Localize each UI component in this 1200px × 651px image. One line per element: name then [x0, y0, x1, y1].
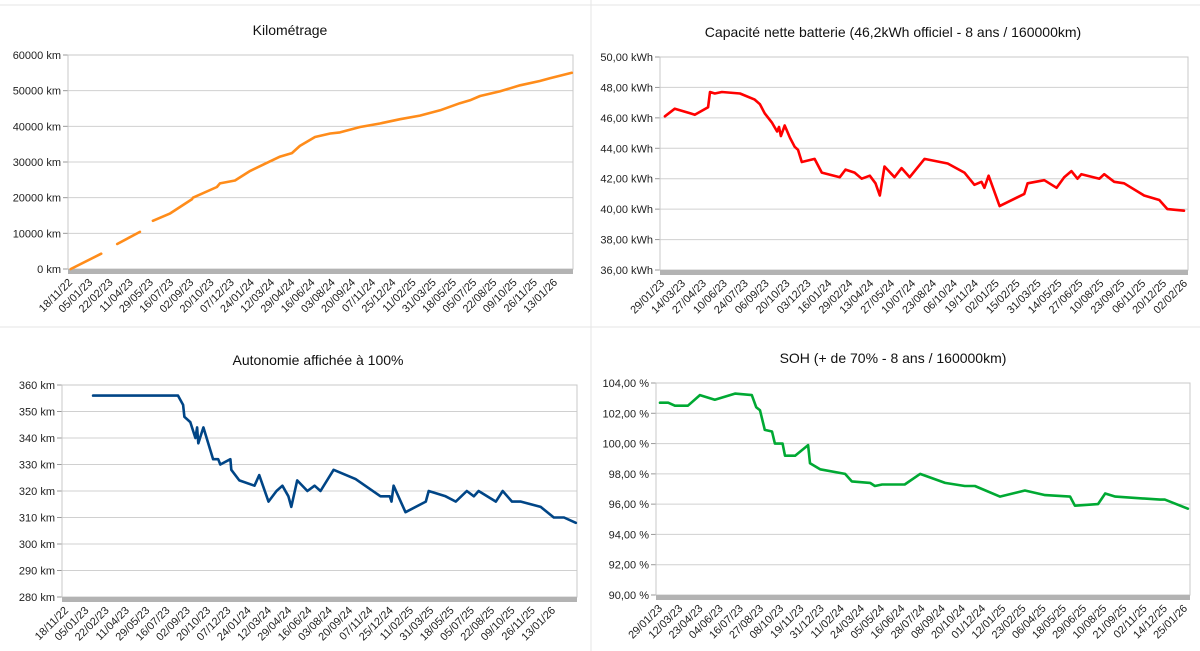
- y-tick-label: 40000 km: [13, 121, 61, 133]
- chart-soh: SOH (+ de 70% - 8 ans / 160000km) 90,00 …: [603, 350, 1191, 641]
- chart-kilometrage: Kilométrage 0 km 10000 km 20000 km 30000 km…: [13, 22, 574, 315]
- y-tick-label: 36,00 kWh: [600, 265, 653, 277]
- y-tick-label: 40,00 kWh: [600, 204, 653, 216]
- y-tick-label: 44,00 kWh: [600, 143, 653, 155]
- y-tick-label: 330 km: [19, 460, 55, 472]
- y-tick-label: 46,00 kWh: [600, 113, 653, 125]
- y-tick-label: 10000 km: [13, 228, 61, 240]
- x-axis-bar: [62, 597, 577, 602]
- y-tick-label: 38,00 kWh: [600, 235, 653, 247]
- series-line: [115, 230, 142, 246]
- y-tick-label: 42,00 kWh: [600, 174, 653, 186]
- chart-title: SOH (+ de 70% - 8 ans / 160000km): [780, 350, 1007, 366]
- y-tick-label: 20000 km: [13, 193, 61, 205]
- y-tick-label: 104,00 %: [603, 378, 650, 390]
- chart-title: Autonomie affichée à 100%: [233, 352, 404, 368]
- chart-battery-capacity: Capacité nette batterie (46,2kWh officie…: [600, 24, 1190, 316]
- series-line: [191, 71, 574, 199]
- y-tick-label: 94,00 %: [609, 529, 650, 541]
- series-line: [69, 252, 103, 271]
- y-tick-label: 340 km: [19, 433, 55, 445]
- y-tick-label: 350 km: [19, 407, 55, 419]
- y-tick-label: 92,00 %: [609, 560, 650, 572]
- y-tick-label: 96,00 %: [609, 499, 650, 511]
- y-tick-label: 98,00 %: [609, 469, 650, 481]
- y-tick-label: 100,00 %: [603, 439, 650, 451]
- chart-title: Kilométrage: [253, 22, 328, 38]
- y-tick-label: 102,00 %: [603, 408, 650, 420]
- series-line: [663, 90, 1186, 212]
- y-tick-label: 50,00 kWh: [600, 52, 653, 64]
- y-tick-label: 300 km: [19, 539, 55, 551]
- series-line: [658, 392, 1190, 510]
- y-tick-label: 320 km: [19, 486, 55, 498]
- y-tick-label: 50000 km: [13, 86, 61, 98]
- y-tick-label: 0 km: [37, 264, 61, 276]
- series-line: [151, 197, 194, 223]
- y-tick-label: 48,00 kWh: [600, 82, 653, 94]
- chart-displayed-range: Autonomie affichée à 100% 280 km 290 km 30…: [19, 352, 578, 643]
- y-tick-label: 280 km: [19, 592, 55, 604]
- plot-area: [659, 56, 1189, 271]
- y-tick-label: 360 km: [19, 380, 55, 392]
- y-tick-label: 60000 km: [13, 50, 61, 62]
- plot-area: [655, 382, 1191, 596]
- x-axis-bar: [68, 269, 573, 274]
- x-axis-bar: [656, 595, 1190, 600]
- y-tick-label: 30000 km: [13, 157, 61, 169]
- y-tick-label: 290 km: [19, 566, 55, 578]
- x-axis-bar: [660, 270, 1188, 275]
- chart-title: Capacité nette batterie (46,2kWh officie…: [705, 24, 1081, 40]
- series-line: [91, 394, 578, 525]
- y-tick-label: 90,00 %: [609, 590, 650, 602]
- y-tick-label: 310 km: [19, 513, 55, 525]
